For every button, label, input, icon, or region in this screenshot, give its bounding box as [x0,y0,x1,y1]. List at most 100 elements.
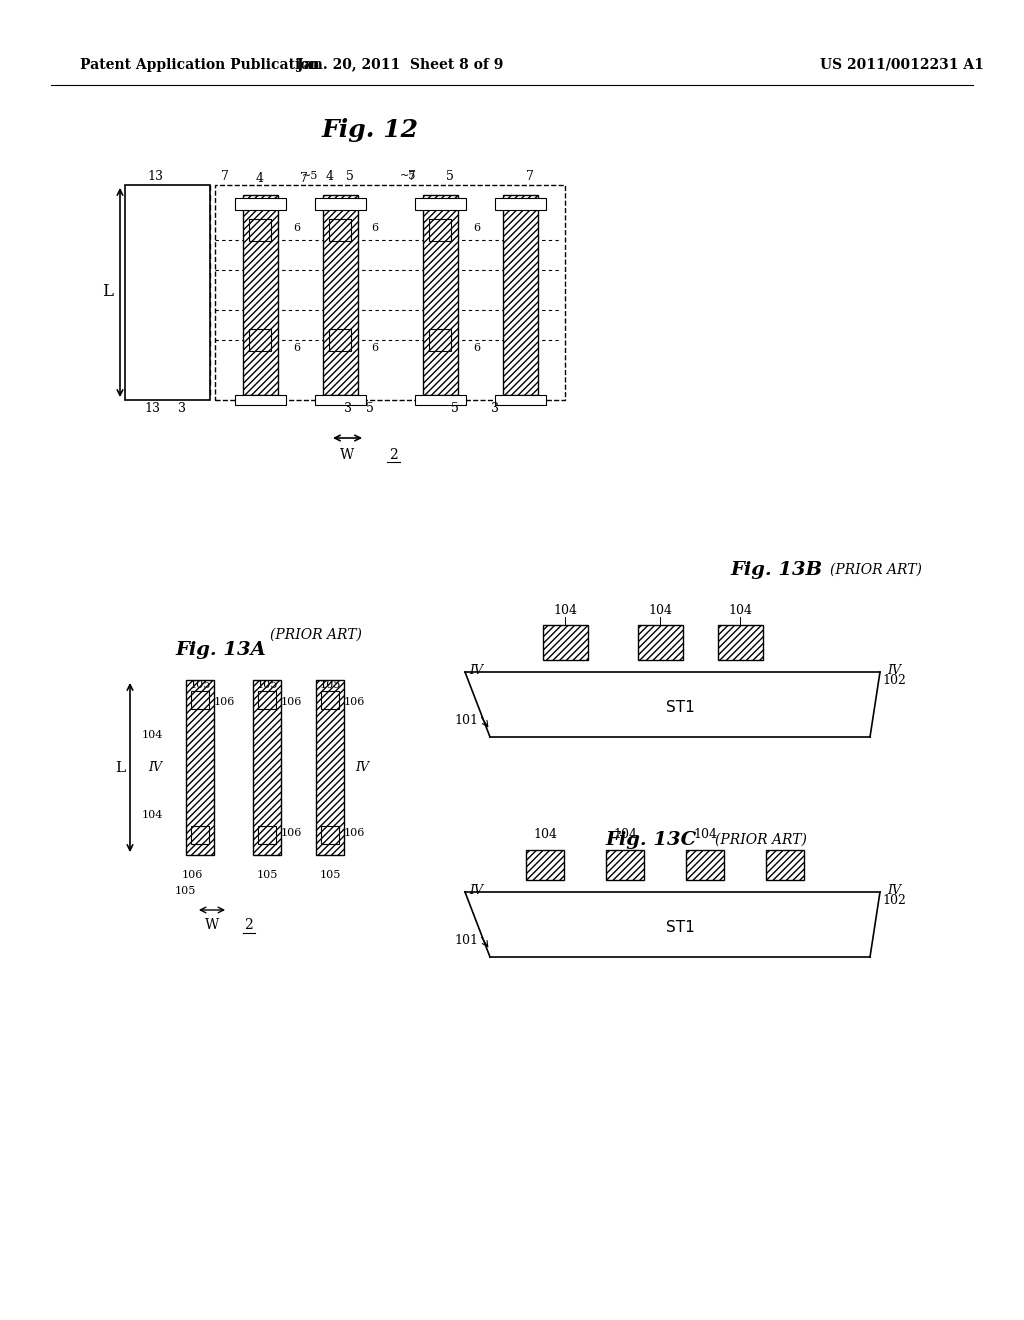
Text: 5: 5 [446,169,454,182]
Text: 3: 3 [178,401,186,414]
Text: 106: 106 [344,697,366,708]
Bar [234,198,286,210]
Text: ST1: ST1 [666,700,694,715]
Text: 3: 3 [490,401,499,414]
Text: L: L [115,760,125,775]
Text: ST1: ST1 [666,920,694,935]
Text: 6: 6 [294,223,301,234]
Text: (PRIOR ART): (PRIOR ART) [270,628,361,642]
Bar [234,395,286,405]
Text: 105: 105 [256,870,278,880]
Text: 102: 102 [882,673,906,686]
Text: (PRIOR ART): (PRIOR ART) [830,564,922,577]
Text: IV: IV [469,664,483,676]
Text: IV: IV [469,883,483,896]
Text: 3: 3 [344,401,352,414]
Text: 6: 6 [473,343,480,352]
Bar [429,329,451,351]
Text: 106: 106 [281,697,302,708]
Text: 7: 7 [526,169,534,182]
Bar [429,219,451,242]
Bar [638,624,683,660]
Bar [415,395,466,405]
Text: Jan. 20, 2011  Sheet 8 of 9: Jan. 20, 2011 Sheet 8 of 9 [297,58,503,73]
Bar [423,195,458,395]
Text: IV: IV [148,762,162,774]
Text: 104: 104 [613,829,637,842]
Text: 104: 104 [693,829,717,842]
Bar [258,826,276,843]
Text: Patent Application Publication: Patent Application Publication [80,58,319,73]
Bar [253,680,281,855]
Text: 13: 13 [144,401,160,414]
Text: Fig. 13B: Fig. 13B [730,561,822,579]
Bar [415,198,466,210]
Text: 6: 6 [372,343,379,352]
Bar [503,195,538,395]
Text: 13: 13 [147,169,163,182]
Text: 7: 7 [300,172,308,185]
Text: ~5: ~5 [399,172,416,181]
Text: 104: 104 [534,829,557,842]
Text: 104: 104 [141,730,163,741]
Text: 2: 2 [244,917,252,932]
Text: IV: IV [887,883,901,896]
Bar [495,395,546,405]
Bar [329,329,351,351]
Text: 106: 106 [181,870,203,880]
Bar [243,195,278,395]
Text: (PRIOR ART): (PRIOR ART) [715,833,807,847]
Bar [329,219,351,242]
Text: IV: IV [355,762,369,774]
Text: 104: 104 [553,603,577,616]
Text: L: L [102,284,114,301]
Text: W: W [340,447,354,462]
Text: US 2011/0012231 A1: US 2011/0012231 A1 [820,58,984,73]
Bar [718,624,763,660]
Text: 5: 5 [346,169,354,182]
Bar [321,690,339,709]
Bar [314,395,366,405]
Bar [321,826,339,843]
Text: Fig. 13C: Fig. 13C [605,832,696,849]
Text: 106: 106 [281,828,302,838]
Text: 105: 105 [174,886,196,896]
Text: 7: 7 [221,169,229,182]
Text: Fig. 13A: Fig. 13A [175,642,266,659]
Bar [314,198,366,210]
Bar [323,195,357,395]
Text: W: W [205,917,219,932]
Text: 6: 6 [372,223,379,234]
Text: IV: IV [887,664,901,676]
Bar [191,826,209,843]
Bar [258,690,276,709]
Bar [191,690,209,709]
Text: 106: 106 [214,697,236,708]
Text: 102: 102 [882,894,906,907]
Bar [249,219,271,242]
Bar [186,680,214,855]
Text: 104: 104 [141,810,163,820]
Bar [686,850,724,880]
Text: 4: 4 [256,172,264,185]
Bar [316,680,344,855]
Text: 105: 105 [319,680,341,690]
Text: 6: 6 [294,343,301,352]
Bar [766,850,804,880]
Bar [215,185,565,400]
Text: 105: 105 [319,870,341,880]
Text: 104: 104 [648,603,672,616]
Bar [495,198,546,210]
Text: 7: 7 [408,169,416,182]
Bar [606,850,644,880]
Bar [125,185,210,400]
Text: 5: 5 [366,401,374,414]
Bar [543,624,588,660]
Text: 4: 4 [326,169,334,182]
Text: 2: 2 [389,447,397,462]
Text: 105: 105 [256,680,278,690]
Text: 106: 106 [344,828,366,838]
Text: 101: 101 [454,933,478,946]
Text: 104: 104 [728,603,752,616]
Bar [526,850,564,880]
